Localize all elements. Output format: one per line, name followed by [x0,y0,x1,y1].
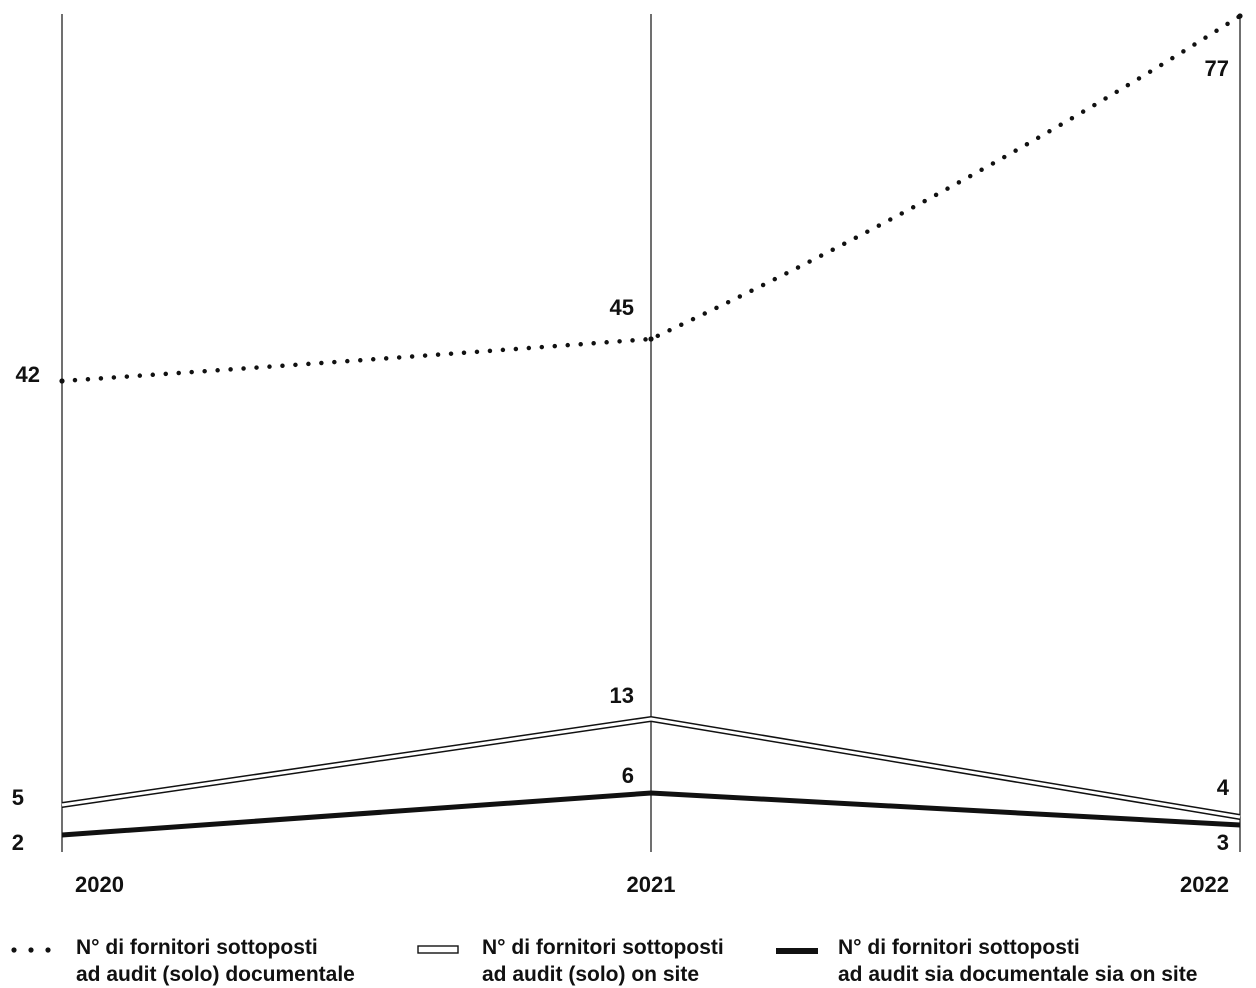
legend-swatch-entrambi [776,948,818,954]
x-tick-label-2020: 2020 [75,872,124,897]
data-label-documentale-2022: 77 [1205,56,1229,81]
data-label-entrambi-2021: 6 [622,763,634,788]
point-documentale-2021 [648,336,654,342]
point-documentale-2020 [59,378,65,384]
legend-swatch-documentale-dot-3 [45,947,51,953]
legend-label-entrambi-line-1: N° di fornitori sottoposti [838,936,1080,959]
legend-label-entrambi-line-2: ad audit sia documentale sia on site [838,963,1197,986]
data-label-documentale-2021: 45 [610,295,634,320]
data-label-onsite-2020: 5 [12,785,24,810]
data-label-onsite-2021: 13 [610,683,634,708]
legend-label-documentale-line-1: N° di fornitori sottoposti [76,936,318,959]
legend-swatch-documentale-dot-1 [11,947,17,953]
point-documentale-2022 [1237,13,1243,19]
legend-label-onsite-line-2: ad audit (solo) on site [482,963,699,986]
data-label-entrambi-2022: 3 [1217,830,1229,855]
legend-swatch-documentale-dot-2 [28,947,34,953]
data-label-entrambi-2020: 2 [12,830,24,855]
x-tick-label-2022: 2022 [1180,872,1229,897]
legend-swatch-onsite [417,945,459,954]
x-tick-label-2021: 2021 [627,872,676,897]
data-label-onsite-2022: 4 [1217,775,1230,800]
data-label-documentale-2020: 42 [16,362,40,387]
legend-label-documentale-line-2: ad audit (solo) documentale [76,963,355,986]
series-line-documentale [59,13,1243,384]
legend-label-onsite-line-1: N° di fornitori sottoposti [482,936,724,959]
